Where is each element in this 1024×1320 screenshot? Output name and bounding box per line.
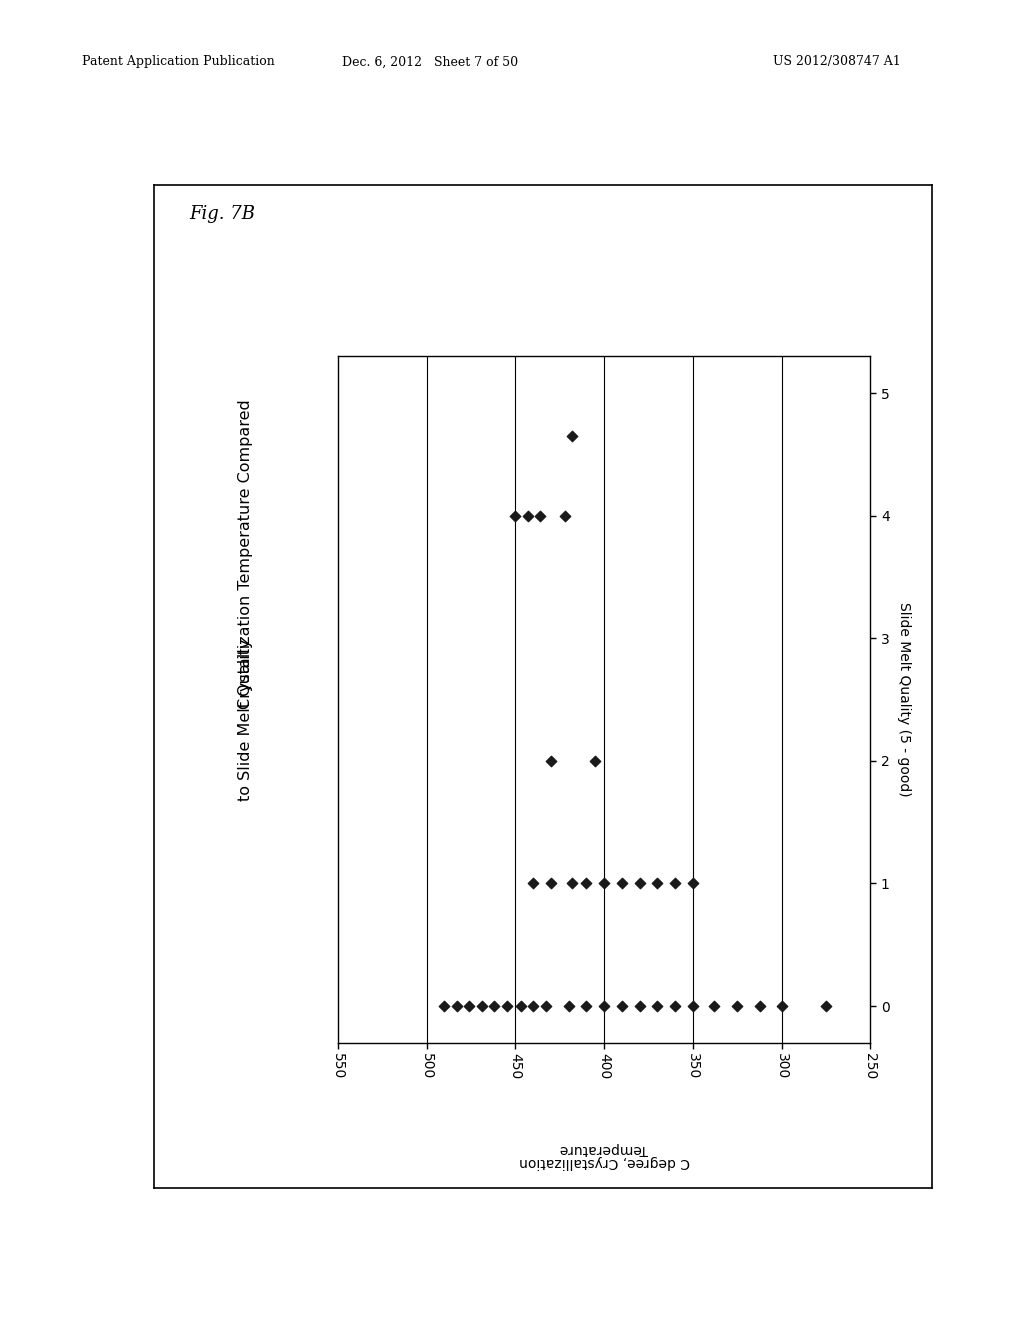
Point [649, 995, 666, 1016]
Point [557, 506, 573, 527]
Point [596, 995, 612, 1016]
Point [667, 995, 683, 1016]
Text: US 2012/308747 A1: US 2012/308747 A1 [773, 55, 901, 69]
Point [543, 750, 559, 771]
Point [613, 873, 630, 894]
Y-axis label: Slide Melt Quality (5 - good): Slide Melt Quality (5 - good) [897, 602, 910, 797]
Point [729, 995, 745, 1016]
Point [564, 873, 581, 894]
Point [525, 873, 542, 894]
Text: Temperature: Temperature [560, 1142, 648, 1156]
Point [513, 995, 529, 1016]
Text: to Slide Melt Quality: to Slide Melt Quality [239, 638, 253, 801]
Text: Dec. 6, 2012   Sheet 7 of 50: Dec. 6, 2012 Sheet 7 of 50 [342, 55, 518, 69]
Point [538, 995, 554, 1016]
Point [486, 995, 503, 1016]
Point [706, 995, 722, 1016]
Point [525, 995, 542, 1016]
Point [587, 750, 603, 771]
Point [449, 995, 465, 1016]
Point [436, 995, 453, 1016]
Point [473, 995, 489, 1016]
Point [685, 873, 701, 894]
Point [560, 995, 577, 1016]
Text: Fig. 7B: Fig. 7B [189, 205, 255, 223]
Point [613, 995, 630, 1016]
Point [685, 995, 701, 1016]
Point [667, 873, 683, 894]
Point [649, 873, 666, 894]
Point [579, 873, 595, 894]
Point [753, 995, 769, 1016]
Text: C degree, Crystallization: C degree, Crystallization [519, 1155, 689, 1170]
Point [564, 425, 581, 446]
Point [499, 995, 515, 1016]
Point [461, 995, 477, 1016]
Point [507, 506, 523, 527]
Point [519, 506, 536, 527]
Text: Crystallization Temperature Compared: Crystallization Temperature Compared [239, 400, 253, 709]
Text: Patent Application Publication: Patent Application Publication [82, 55, 274, 69]
Point [579, 995, 595, 1016]
Point [596, 873, 612, 894]
Point [818, 995, 835, 1016]
Point [632, 873, 648, 894]
Point [532, 506, 549, 527]
Point [773, 995, 790, 1016]
Point [543, 873, 559, 894]
Point [632, 995, 648, 1016]
